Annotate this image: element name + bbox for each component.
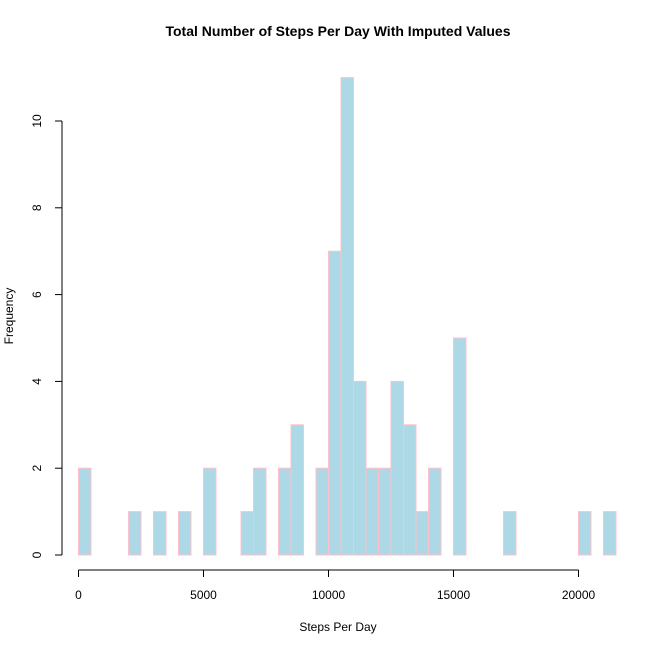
y-tick-label: 4 (30, 378, 44, 385)
bars-group (78, 77, 617, 556)
histogram-bar (153, 511, 167, 556)
x-axis-label: Steps Per Day (299, 620, 376, 634)
y-axis: 0 2 4 6 8 10 (30, 114, 63, 558)
histogram-bar (365, 467, 379, 556)
x-tick-label: 10000 (312, 588, 346, 602)
histogram-bar (603, 511, 617, 556)
histogram-bar (503, 511, 517, 556)
histogram-bar (378, 467, 392, 556)
histogram-bar (78, 467, 92, 556)
histogram-bar (403, 424, 417, 556)
chart-title: Total Number of Steps Per Day With Imput… (165, 23, 510, 39)
histogram-bar (415, 511, 429, 556)
histogram-bar (290, 424, 304, 556)
x-axis: 0 5000 10000 15000 20000 (75, 569, 596, 602)
y-tick-label: 10 (30, 114, 44, 128)
y-tick-label: 8 (30, 204, 44, 211)
histogram-bar (453, 337, 467, 556)
x-tick-label: 0 (75, 588, 82, 602)
y-tick-label: 6 (30, 291, 44, 298)
histogram-bar (428, 467, 442, 556)
histogram-bar (203, 467, 217, 556)
histogram-bar (578, 511, 592, 556)
histogram-bar (128, 511, 142, 556)
histogram-bar (240, 511, 254, 556)
y-axis-label: Frequency (2, 288, 16, 345)
histogram-bar (315, 467, 329, 556)
histogram-bar (278, 467, 292, 556)
y-tick-label: 2 (30, 465, 44, 472)
x-tick-label: 20000 (562, 588, 596, 602)
histogram-bar (353, 380, 367, 556)
y-tick-label: 0 (30, 551, 44, 558)
histogram-bar (328, 250, 342, 556)
x-tick-label: 5000 (190, 588, 217, 602)
histogram-bar (253, 467, 267, 556)
x-tick-label: 15000 (437, 588, 471, 602)
histogram-bar (178, 511, 192, 556)
histogram-bar (340, 77, 354, 556)
histogram-bar (390, 380, 404, 556)
